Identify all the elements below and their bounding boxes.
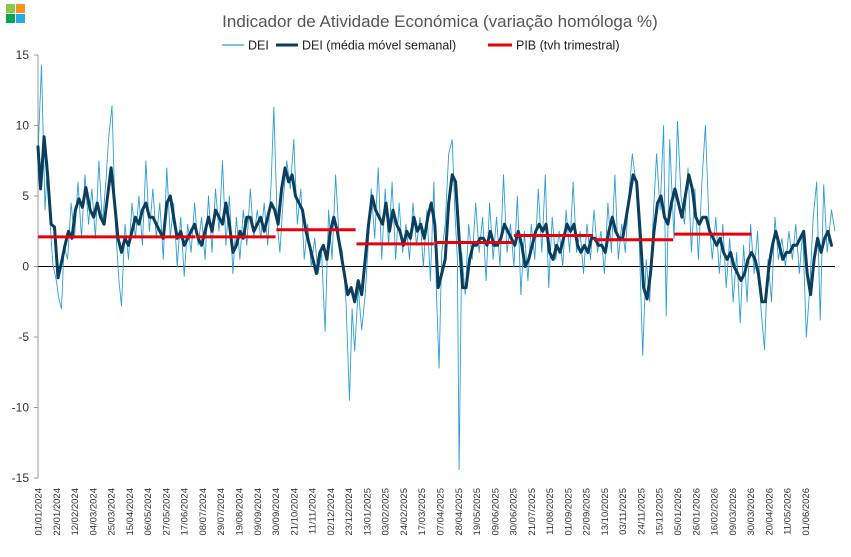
x-tick-label: 25/03/2024 [107, 488, 118, 536]
x-tick-label: 11/11/2024 [308, 488, 319, 534]
x-tick-label: 23/12/2024 [344, 488, 355, 536]
legend-label-dei: DEI [248, 39, 269, 53]
legend: DEI DEI (média móvel semanal) PIB (tvh t… [222, 39, 620, 53]
y-tick-label: 5 [22, 189, 29, 203]
x-axis-ticks: 01/01/2024 22/01/2024 12/02/2024 04/03/2024… [34, 488, 812, 536]
x-tick-label: 30/03/2026 [746, 488, 757, 536]
y-tick-label: 15 [16, 48, 30, 62]
y-tick-label: -15 [12, 471, 30, 485]
x-tick-label: 27/05/2024 [161, 488, 172, 536]
x-tick-label: 05/01/2026 [673, 488, 684, 536]
y-tick-label: 10 [16, 119, 30, 133]
x-tick-label: 20/04/2026 [764, 488, 775, 536]
logo-square-top-right [16, 4, 25, 13]
x-tick-label: 22/01/2024 [52, 488, 63, 536]
x-tick-label: 21/07/2025 [527, 488, 538, 536]
x-tick-label: 15/12/2025 [655, 488, 666, 536]
x-tick-label: 24/11/2025 [637, 488, 648, 535]
x-tick-label: 01/09/2025 [563, 488, 574, 536]
x-tick-label: 29/07/2024 [216, 488, 227, 536]
x-tick-label: 01/06/2026 [801, 488, 812, 536]
legend-label-pib: PIB (tvh trimestral) [516, 39, 620, 53]
x-tick-label: 30/06/2025 [509, 488, 520, 536]
x-tick-label: 17/06/2024 [180, 488, 191, 536]
x-tick-label: 16/02/2026 [710, 488, 721, 536]
x-tick-label: 13/01/2025 [362, 488, 373, 536]
x-tick-label: 17/03/2025 [417, 488, 428, 536]
dei-series-line [37, 64, 836, 470]
x-tick-label: 03/02/2025 [381, 488, 392, 536]
y-tick-label: 0 [22, 260, 29, 274]
x-tick-label: 19/08/2024 [235, 488, 246, 536]
x-tick-label: 09/06/2025 [490, 488, 501, 536]
logo-square-top-left [6, 4, 15, 13]
pib-series-steps [38, 228, 752, 246]
logo-square-bottom-right [16, 14, 25, 23]
chart-title: Indicador de Atividade Económica (variaç… [222, 12, 658, 31]
x-tick-label: 19/05/2025 [472, 488, 483, 536]
x-tick-label: 13/10/2025 [600, 488, 611, 536]
x-tick-label: 09/09/2024 [253, 488, 264, 536]
x-tick-label: 03/11/2025 [618, 488, 629, 535]
x-tick-label: 04/03/2024 [88, 488, 99, 536]
x-tick-label: 09/03/2026 [728, 488, 739, 536]
y-axis-ticks: -15 -10 -5 0 5 10 15 [12, 48, 38, 485]
logo-square-bottom-left [6, 14, 15, 23]
x-tick-label: 02/12/2024 [326, 488, 337, 536]
x-tick-label: 01/01/2024 [34, 488, 45, 536]
x-tick-label: 15/04/2024 [125, 488, 136, 536]
x-tick-label: 21/10/2024 [289, 488, 300, 536]
x-tick-label: 07/04/2025 [436, 488, 447, 536]
x-tick-label: 24/02/2025 [399, 488, 410, 536]
x-tick-label: 11/08/2025 [545, 488, 556, 535]
x-tick-label: 28/04/2025 [454, 488, 465, 536]
y-tick-label: -5 [18, 330, 29, 344]
x-tick-label: 12/02/2024 [70, 488, 81, 536]
logo [6, 4, 26, 24]
legend-label-dei-moving-average: DEI (média móvel semanal) [302, 39, 456, 53]
x-tick-label: 06/05/2024 [143, 488, 154, 536]
x-tick-label: 26/01/2026 [691, 488, 702, 536]
x-tick-label: 22/09/2025 [582, 488, 593, 536]
x-tick-label: 08/07/2024 [198, 488, 209, 536]
x-tick-label: 30/09/2024 [271, 488, 282, 536]
x-tick-label: 11/05/2026 [783, 488, 794, 535]
y-tick-label: -10 [12, 401, 30, 415]
dei-moving-average-series-line [36, 135, 833, 304]
